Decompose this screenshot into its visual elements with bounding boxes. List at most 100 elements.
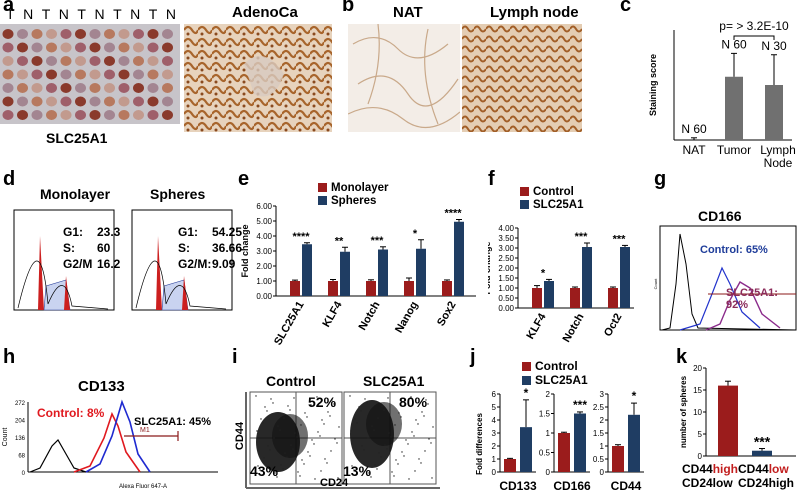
y-tick-label: 6 xyxy=(492,390,497,399)
scatter-dot xyxy=(276,476,278,478)
scatter-dot xyxy=(361,445,363,447)
k-category-1: CD44high CD24low xyxy=(682,462,738,490)
scatter-dot xyxy=(273,437,275,439)
tma-col-label: N xyxy=(58,6,69,22)
tma-core xyxy=(60,42,72,53)
isotype-trace xyxy=(29,439,87,473)
scatter-dot xyxy=(301,459,303,461)
tma-core xyxy=(31,83,43,93)
tma-core xyxy=(133,29,144,39)
dot-cloud xyxy=(366,402,402,446)
flow-h-y-axis-label: Count xyxy=(2,428,9,447)
tma-core xyxy=(118,29,130,39)
y-tick-label: 15 xyxy=(693,386,702,395)
tma-core xyxy=(147,29,159,39)
scatter-dot xyxy=(421,411,423,413)
significance-mark: *** xyxy=(575,231,589,243)
tma-core xyxy=(2,83,14,93)
legend-label: Monolayer xyxy=(331,182,389,194)
y-tick-label: 2.00 xyxy=(498,264,514,273)
y-tick-label: 0.00 xyxy=(498,304,514,313)
tma-col-label: T xyxy=(6,6,15,22)
cd133-flow-histogram: 0 68 136 204 272 Count Alexa Fluor 647-A M1 xyxy=(2,399,218,490)
tma-core xyxy=(60,96,72,107)
scatter-dot xyxy=(330,450,332,452)
tma-core xyxy=(147,69,159,80)
slc25a1-trace xyxy=(85,399,151,473)
y-tick-label: 2.50 xyxy=(498,254,514,263)
control-trace xyxy=(679,266,761,331)
tma-col-label: T xyxy=(148,6,158,22)
bar xyxy=(718,385,738,456)
tma-core xyxy=(89,69,101,80)
y-tick-label: 5 xyxy=(698,430,703,439)
y-tick-label: 10 xyxy=(693,408,702,417)
tma-core xyxy=(31,42,43,53)
y-tick-label: 0 xyxy=(492,468,497,477)
scatter-dot xyxy=(326,462,328,464)
dot-cloud xyxy=(272,414,308,458)
stat-key: G1: xyxy=(178,225,199,239)
scatter-dot xyxy=(262,422,264,424)
panel-a-letter: a xyxy=(3,0,15,16)
adenoca-title: AdenoCa xyxy=(232,4,298,21)
scatter-dot xyxy=(277,425,279,427)
scatter-dot xyxy=(398,412,400,414)
y-tick-label: 1.00 xyxy=(256,277,272,286)
tma-core xyxy=(46,110,57,120)
y-tick-label: 20 xyxy=(693,364,702,373)
stat-value: 36.66 xyxy=(212,241,243,255)
y-tick-label: 136 xyxy=(15,436,26,442)
scatter-dot xyxy=(353,469,355,471)
tma-core xyxy=(104,69,115,80)
scatter-dot xyxy=(401,451,403,453)
slc-q-lower: 13% xyxy=(343,463,372,479)
scatter-dot xyxy=(337,477,339,479)
bar xyxy=(570,288,580,308)
monolayer-title: Monolayer xyxy=(40,186,111,202)
cd44-cd24-dotplots xyxy=(245,391,440,489)
scatter-dot xyxy=(331,399,333,401)
y-tick-label: 0.00 xyxy=(256,292,272,301)
slc25a1-trace xyxy=(705,281,781,331)
stat-key: G2/M xyxy=(63,257,93,271)
nat-title: NAT xyxy=(393,4,423,21)
tma-col-label: N xyxy=(94,6,105,22)
stat-value: 54.25 xyxy=(212,225,243,239)
flow-frame xyxy=(659,225,797,331)
bar xyxy=(340,251,350,296)
scatter-dot xyxy=(400,416,402,418)
category-label: Nanog xyxy=(393,300,421,336)
scatter-dot xyxy=(283,417,285,419)
adenoca-histology-image xyxy=(184,24,332,132)
scatter-dot xyxy=(306,416,308,418)
scatter-dot xyxy=(327,411,329,413)
y-tick-label: 272 xyxy=(15,401,26,407)
scatter-dot xyxy=(368,472,370,474)
tma-core xyxy=(118,42,130,53)
significance-mark: **** xyxy=(292,231,310,243)
c-n-label: N 60 xyxy=(681,122,707,136)
bar xyxy=(608,288,618,308)
tma-col-label: N xyxy=(23,6,34,22)
nat-histology-image xyxy=(348,24,460,132)
bar xyxy=(558,433,570,472)
legend-swatch xyxy=(318,196,327,205)
tma-core xyxy=(75,29,86,39)
scatter-dot xyxy=(425,399,427,401)
tma-core xyxy=(60,110,72,120)
tma-core xyxy=(118,56,130,66)
scatter-dot xyxy=(367,437,369,439)
tma-core xyxy=(2,29,14,39)
chart-c: Staining score N 60 NAT N 60 Tumor N 30 LymphN… xyxy=(648,19,796,167)
tma-core xyxy=(46,69,57,80)
bar xyxy=(454,221,464,296)
category-label: KLF4 xyxy=(320,299,345,330)
tma-header: T N T N T N T N T N xyxy=(6,6,176,24)
scatter-dot xyxy=(313,443,315,445)
scatter-dot xyxy=(320,470,322,472)
panel-h-letter: h xyxy=(3,346,16,368)
scatter-dot xyxy=(286,456,288,458)
y-tick-label: 3.00 xyxy=(256,247,272,256)
scatter-dot xyxy=(403,455,405,457)
